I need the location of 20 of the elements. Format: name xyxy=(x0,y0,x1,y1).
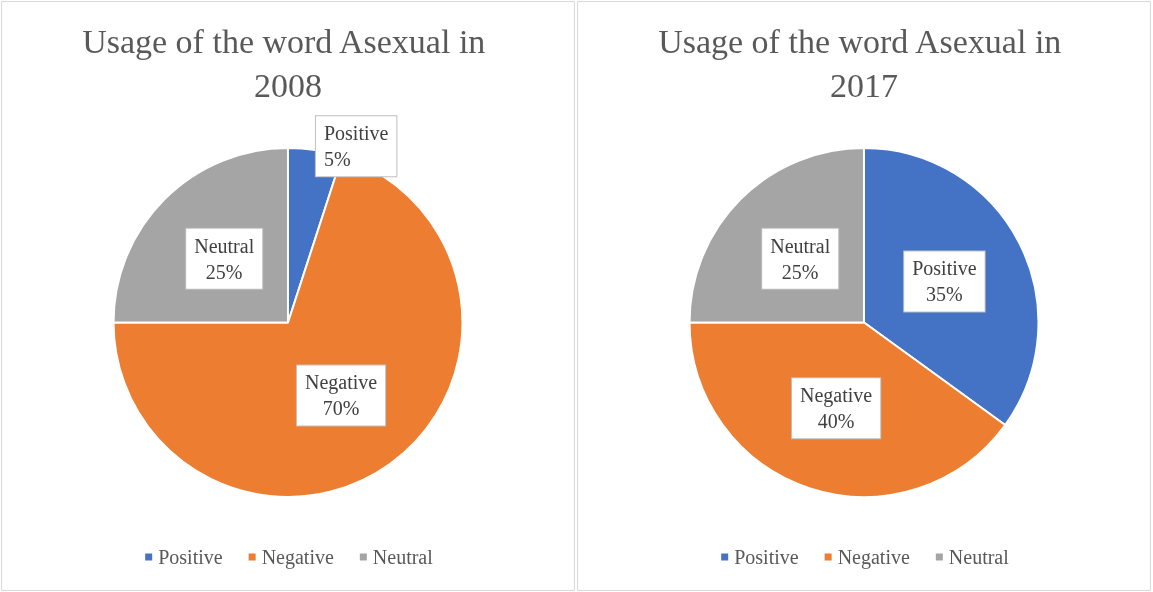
chart-title: Usage of the word Asexual in 2008 xyxy=(82,22,494,104)
data-label: 70% xyxy=(322,397,360,420)
slice-label: Negative xyxy=(800,384,873,408)
data-label: 25% xyxy=(781,260,819,283)
legend-label: Positive xyxy=(734,546,799,568)
legend-label: Neutral xyxy=(372,546,434,568)
legend-label: Neutral xyxy=(948,546,1010,568)
legend-label: Negative xyxy=(837,546,910,569)
slice-label: Neutral xyxy=(194,234,255,257)
chart-title: Usage of the word Asexual in 2017 xyxy=(658,22,1070,104)
data-label: 5% xyxy=(323,148,351,171)
data-label: 35% xyxy=(926,283,963,306)
legend-label: Positive xyxy=(158,546,223,568)
slice-label: Neutral xyxy=(770,234,831,257)
data-label: 40% xyxy=(817,410,855,433)
slice-label: Positive xyxy=(912,257,977,280)
legend-label: Negative xyxy=(261,546,334,569)
slice-label: Positive xyxy=(323,122,389,145)
slice-label: Negative xyxy=(304,371,378,395)
data-label: 25% xyxy=(205,260,243,283)
